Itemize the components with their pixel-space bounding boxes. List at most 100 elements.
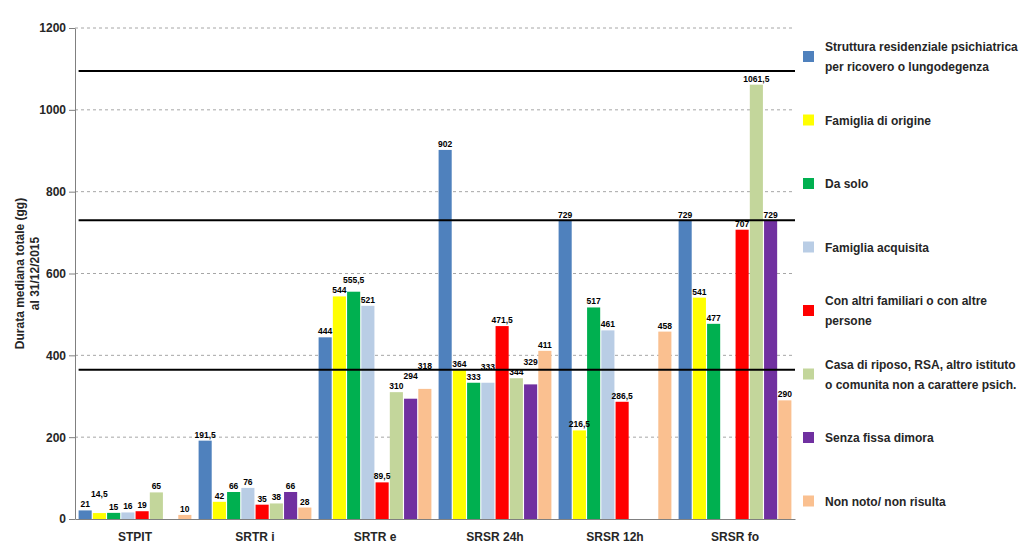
tick-mark [69, 519, 75, 520]
data-label: 191,5 [195, 430, 217, 440]
data-label: 364 [452, 359, 466, 369]
y-axis-title-line: Durata mediana totale (gg) [13, 198, 27, 349]
data-label: 14,5 [91, 489, 108, 499]
tick-label: SRTR i [235, 530, 274, 544]
bar [213, 502, 226, 519]
data-label: 458 [658, 321, 672, 331]
axis-line [75, 29, 76, 520]
series [136, 230, 749, 519]
series [93, 296, 706, 519]
bar [601, 330, 614, 519]
bar [510, 378, 523, 519]
bar [347, 292, 360, 519]
x-axis: STPITSRTR iSRTR eSRSR 24hSRSR 12hSRSR fo [76, 519, 796, 544]
tick-label: SRSR 12h [586, 530, 643, 544]
y-axis: 020040060080010001200 [39, 21, 75, 526]
tick-mark [69, 355, 75, 356]
data-label: 541 [692, 287, 706, 297]
data-label: 310 [389, 381, 403, 391]
tick: STPIT [118, 519, 153, 544]
tick-label: 800 [46, 185, 66, 199]
data-label: 333 [481, 362, 495, 372]
bar [496, 326, 509, 519]
bar [707, 324, 720, 519]
legend-item: Con altri familiari o con altrepersone [803, 294, 987, 328]
tick-label: 1000 [39, 103, 66, 117]
tick-mark [69, 274, 75, 275]
legend-item: Senza fissa dimora [803, 431, 934, 445]
tick: 400 [46, 349, 75, 363]
tick: SRSR 12h [586, 519, 643, 544]
bar [616, 402, 629, 519]
data-label: 477 [707, 313, 721, 323]
legend-label: Con altri familiari o con altrepersone [825, 294, 987, 328]
legend-label: Da solo [825, 177, 868, 191]
data-label: 19 [137, 500, 147, 510]
bar [319, 337, 332, 519]
reference-line [79, 70, 795, 72]
tick: SRSR 24h [466, 519, 523, 544]
reference-lines [79, 71, 795, 370]
bar [270, 503, 283, 519]
bar [390, 392, 403, 519]
legend-item: Famiglia acquisita [803, 241, 929, 255]
bar [736, 230, 749, 519]
legend-label: Struttura residenziale psichiatricaper r… [825, 40, 1018, 74]
legend-item: Casa di riposo, RSA, altro istitutoo com… [803, 358, 1016, 392]
legend-swatch [803, 432, 814, 443]
y-axis-title: Durata mediana totale (gg)al 31/12/2015 [13, 198, 42, 349]
bar [284, 492, 297, 519]
bar [467, 383, 480, 519]
data-label: 329 [524, 357, 538, 367]
bar [481, 383, 494, 519]
bar [538, 351, 551, 519]
data-label: 318 [418, 361, 432, 371]
bar [361, 306, 374, 519]
bar [333, 296, 346, 519]
tick-mark [69, 110, 75, 111]
grid-line [75, 109, 795, 110]
legend-label: Non noto/ non risulta [825, 495, 946, 509]
legend-swatch [803, 115, 814, 126]
legend-label: Casa di riposo, RSA, altro istitutoo com… [825, 358, 1016, 392]
series [178, 332, 791, 519]
tick: SRTR i [235, 519, 274, 544]
data-label: 555,5 [343, 275, 365, 285]
series [121, 306, 614, 519]
data-label: 517 [587, 296, 601, 306]
bar [439, 150, 452, 519]
data-label: 89,5 [374, 471, 391, 481]
legend-item: Non noto/ non risulta [803, 495, 946, 509]
bar [121, 512, 134, 519]
tick: 1000 [39, 103, 75, 117]
tick-label: 400 [46, 349, 66, 363]
bar [136, 511, 149, 519]
tick-mark [69, 437, 75, 438]
bar [658, 332, 671, 519]
bar [241, 488, 254, 519]
axis-line [76, 519, 796, 520]
legend-swatch [803, 369, 814, 380]
tick-label: SRSR 24h [466, 530, 523, 544]
bar [587, 307, 600, 519]
series [79, 150, 692, 519]
data-label: 66 [286, 481, 296, 491]
legend-swatch [803, 242, 814, 253]
tick: SRSR fo [711, 519, 759, 544]
legend-swatch [803, 496, 814, 507]
data-label: 707 [735, 219, 749, 229]
tick: 600 [46, 267, 75, 281]
legend-item: Da solo [803, 177, 868, 191]
legend-swatch [803, 178, 814, 189]
data-label: 65 [152, 481, 162, 491]
tick-label: 200 [46, 431, 66, 445]
data-label: 38 [272, 492, 282, 502]
data-label: 290 [778, 389, 792, 399]
data-label: 729 [558, 210, 572, 220]
data-label: 729 [678, 210, 692, 220]
data-label: 444 [318, 326, 332, 336]
bar [376, 482, 389, 519]
data-label: 1061,5 [743, 74, 769, 84]
data-label: 411 [538, 340, 552, 350]
grid-line [75, 191, 795, 192]
